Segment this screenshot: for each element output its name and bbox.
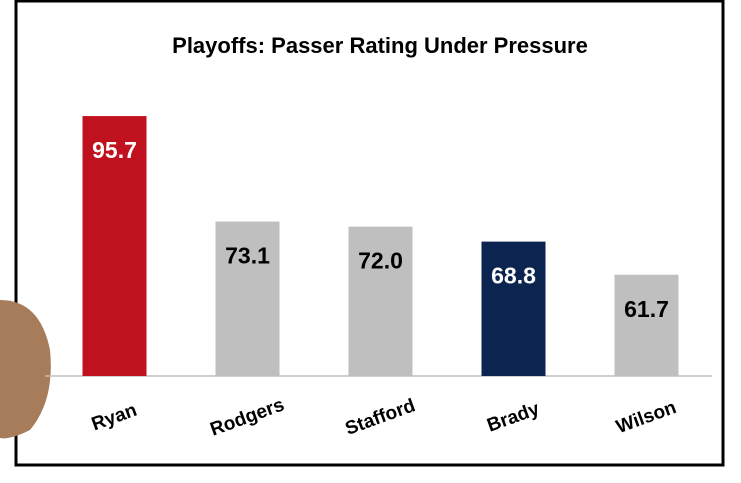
value-label: 95.7 — [92, 137, 137, 163]
bar — [348, 226, 413, 376]
bar — [614, 274, 679, 376]
chart-title: Playoffs: Passer Rating Under Pressure — [172, 33, 588, 58]
bar — [215, 221, 280, 376]
bar — [481, 241, 546, 376]
bar — [82, 116, 147, 377]
value-label: 68.8 — [491, 263, 536, 289]
player-photo — [0, 300, 51, 439]
value-label: 73.1 — [225, 243, 270, 269]
value-label: 61.7 — [624, 296, 669, 322]
value-label: 72.0 — [358, 248, 403, 274]
